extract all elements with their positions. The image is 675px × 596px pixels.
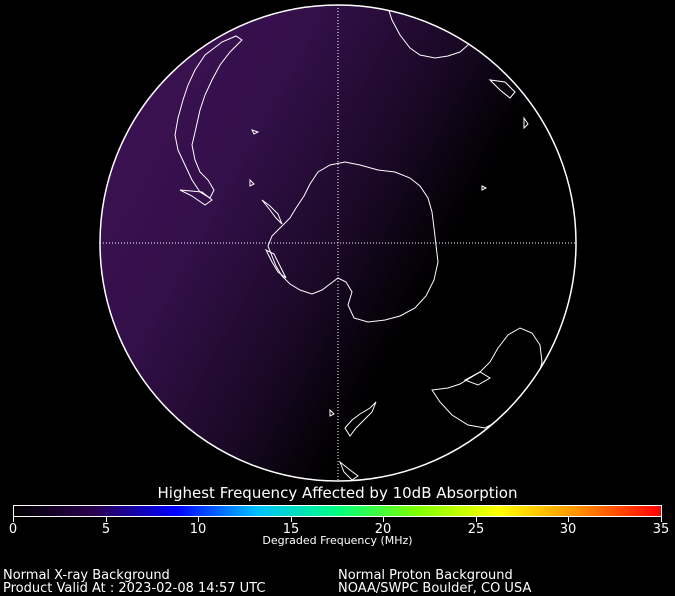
colorbar-tick-label: 30 <box>559 522 577 537</box>
antarctica-outline <box>267 161 439 323</box>
globe-svg <box>99 4 577 482</box>
proton-status: Normal Proton Background <box>338 568 513 583</box>
colorbar-tick <box>383 517 384 522</box>
colorbar-tick-label: 5 <box>101 522 111 537</box>
colorbar-tick <box>106 517 107 522</box>
colorbar-tick <box>476 517 477 522</box>
source-label: NOAA/SWPC Boulder, CO USA <box>338 581 532 596</box>
colorbar <box>13 505 662 517</box>
colorbar-tick <box>198 517 199 522</box>
new-zealand-outline <box>344 401 377 437</box>
colorbar-tick-label: 10 <box>189 522 207 537</box>
valid-time: Product Valid At : 2023-02-08 14:57 UTC <box>3 581 266 596</box>
south-america-outline <box>174 35 243 199</box>
colorbar-tick-label: 0 <box>8 522 18 537</box>
colorbar-tick-label: 15 <box>282 522 300 537</box>
colorbar-tick-label: 35 <box>652 522 670 537</box>
polar-map <box>99 4 577 482</box>
colorbar-tick <box>568 517 569 522</box>
colorbar-tick <box>661 517 662 522</box>
colorbar-ticks <box>13 517 662 523</box>
colorbar-tick <box>13 517 14 522</box>
colorbar-tick <box>291 517 292 522</box>
colorbar-xlabel: Degraded Frequency (MHz) <box>262 534 413 547</box>
colorbar-tick-label: 25 <box>467 522 485 537</box>
colorbar-tick-label: 20 <box>374 522 392 537</box>
xray-status: Normal X-ray Background <box>3 568 170 583</box>
colorbar-title: Highest Frequency Affected by 10dB Absor… <box>157 484 518 502</box>
